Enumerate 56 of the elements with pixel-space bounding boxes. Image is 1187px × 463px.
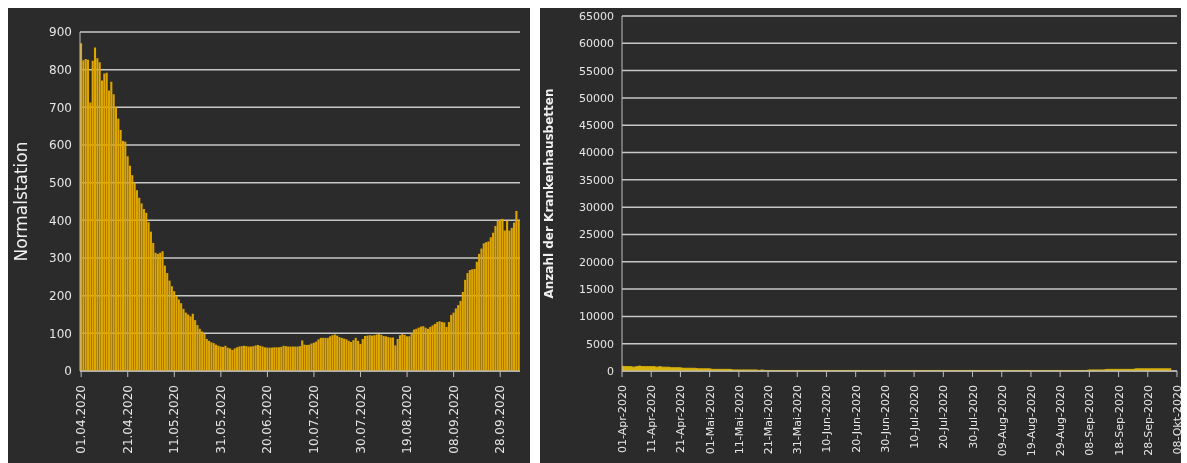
x-tick-label: 11-Mai-2020 xyxy=(732,385,746,455)
x-tick-label: 19-Aug-2020 xyxy=(1024,385,1038,457)
y-tick-label: 55000 xyxy=(579,64,614,78)
y-tick-label: 100 xyxy=(49,326,72,341)
x-tick-label: 19.08.2020 xyxy=(400,385,415,454)
y-tick-label: 40000 xyxy=(579,146,614,160)
x-tick-label: 28.09.2020 xyxy=(493,385,508,454)
x-tick-label: 21.04.2020 xyxy=(120,385,135,454)
y-axis-title: Normalstation xyxy=(11,141,32,262)
x-tick-label: 20.06.2020 xyxy=(260,385,275,454)
x-tick-label: 28-Sep-2020 xyxy=(1141,385,1155,456)
y-tick-label: 300 xyxy=(49,251,72,266)
y-tick-label: 800 xyxy=(49,62,72,77)
x-tick-label: 10-Jun-2020 xyxy=(819,385,833,453)
x-tick-label: 18-Sep-2020 xyxy=(1112,385,1126,456)
x-tick-label: 08.09.2020 xyxy=(446,385,461,454)
x-tick-label: 31.05.2020 xyxy=(213,385,228,454)
x-tick-label: 30-Jun-2020 xyxy=(878,385,892,453)
y-tick-label: 10000 xyxy=(579,310,614,324)
x-tick-label: 10-Jul-2020 xyxy=(907,385,921,449)
x-tick-label: 11.05.2020 xyxy=(167,385,182,454)
y-tick-label: 20000 xyxy=(579,255,614,269)
y-tick-label: 50000 xyxy=(579,91,614,105)
y-tick-label: 400 xyxy=(49,213,72,228)
x-tick-label: 10.07.2020 xyxy=(306,385,321,454)
y-axis-title: Anzahl der Krankenhausbetten xyxy=(542,88,557,299)
x-tick-label: 09-Aug-2020 xyxy=(995,385,1009,457)
y-tick-label: 30000 xyxy=(579,201,614,215)
x-tick-label: 20-Jul-2020 xyxy=(936,385,950,449)
y-tick-label: 65000 xyxy=(579,9,614,23)
y-tick-label: 35000 xyxy=(579,173,614,187)
x-tick-label: 08-Sep-2020 xyxy=(1082,385,1096,456)
x-tick-label: 01-Apr-2020 xyxy=(615,385,629,454)
y-tick-label: 0 xyxy=(607,364,614,378)
x-tick-label: 30-Jul-2020 xyxy=(966,385,980,449)
y-tick-label: 600 xyxy=(49,138,72,153)
y-tick-label: 25000 xyxy=(579,228,614,242)
y-tick-label: 200 xyxy=(49,288,72,303)
x-tick-label: 30.07.2020 xyxy=(353,385,368,454)
x-tick-label: 21-Apr-2020 xyxy=(673,385,687,454)
x-tick-label: 29-Aug-2020 xyxy=(1053,385,1067,457)
x-tick-label: 01.04.2020 xyxy=(74,385,89,454)
y-tick-label: 60000 xyxy=(579,37,614,51)
y-tick-label: 700 xyxy=(49,100,72,115)
y-tick-label: 500 xyxy=(49,175,72,190)
x-tick-label: 11-Apr-2020 xyxy=(644,385,658,454)
x-tick-label: 31-Mai-2020 xyxy=(790,385,804,455)
x-tick-label: 20-Jun-2020 xyxy=(849,385,863,453)
y-tick-label: 900 xyxy=(49,25,72,40)
y-tick-label: 15000 xyxy=(579,282,614,296)
y-tick-label: 45000 xyxy=(579,119,614,133)
x-tick-label: 08-Okt-2020 xyxy=(1170,385,1184,455)
x-tick-label: 21-Mai-2020 xyxy=(761,385,775,455)
y-tick-label: 0 xyxy=(64,364,72,379)
y-tick-label: 5000 xyxy=(586,337,614,351)
x-tick-label: 01-Mai-2020 xyxy=(703,385,717,455)
